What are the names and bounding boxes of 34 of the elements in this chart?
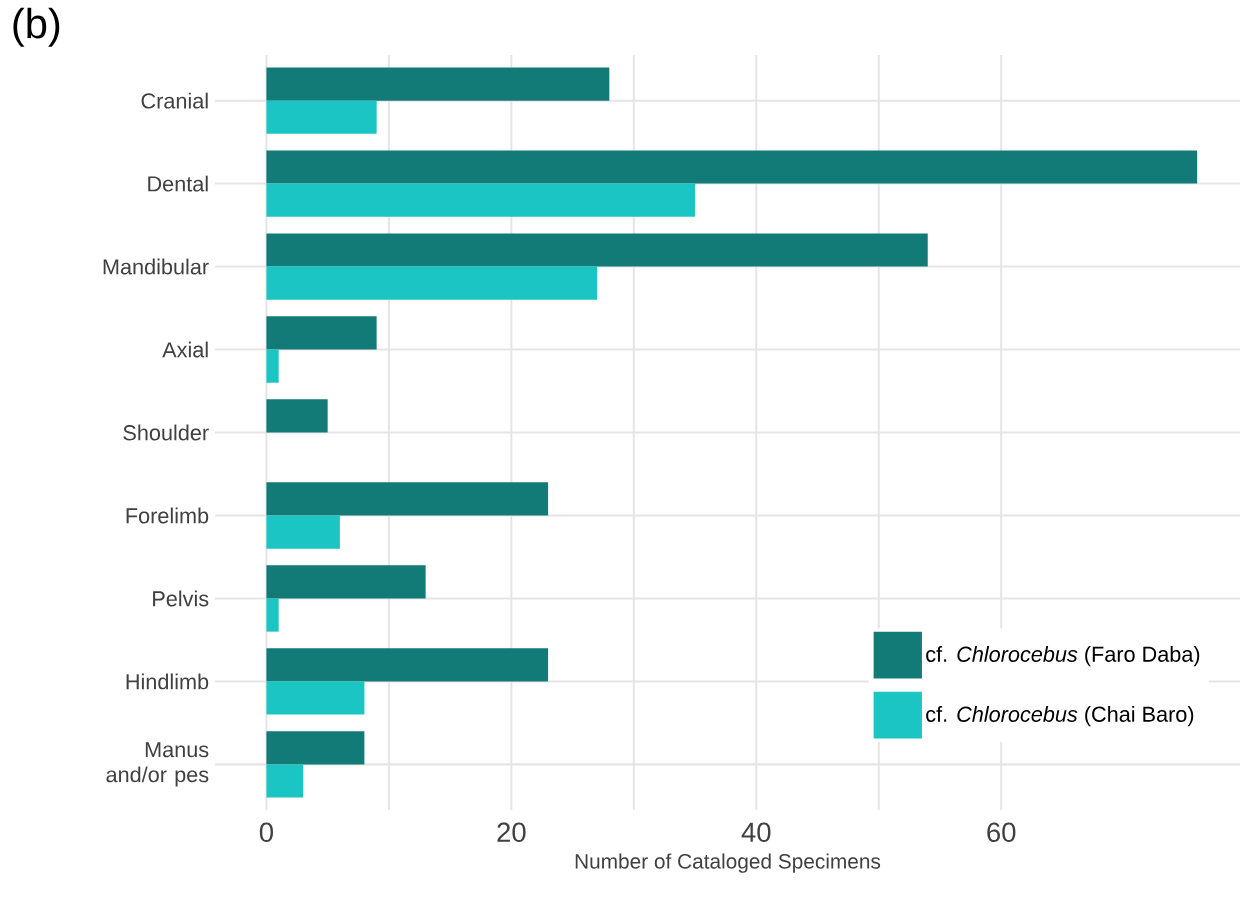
y-tick-label: Shoulder xyxy=(123,424,209,441)
bar xyxy=(266,349,279,383)
y-tick-label: Pelvis xyxy=(153,590,209,607)
y-tick-label: Axial xyxy=(162,341,208,358)
bar xyxy=(266,731,365,765)
y-tick-label: Forelimb xyxy=(126,507,209,524)
y-tick-label: Dental xyxy=(148,175,208,192)
text: (b) xyxy=(13,7,60,47)
legend-label: cf. Chlorocebus (Chai Baro) xyxy=(926,705,1194,727)
bar xyxy=(266,598,279,632)
x-axis-title: Number of Cataloged Specimens xyxy=(575,853,881,873)
bar xyxy=(266,565,426,599)
bar xyxy=(266,183,696,217)
bar xyxy=(266,515,340,549)
y-tick-label: Mandibular xyxy=(103,258,209,275)
bar xyxy=(266,681,365,715)
bar xyxy=(266,67,610,101)
bar xyxy=(266,482,549,516)
bar xyxy=(266,150,1198,184)
y-tick-label: Manus and/or pes xyxy=(106,742,209,787)
x-tick-label: 40 xyxy=(741,822,771,843)
legend-label: cf. Chlorocebus (Faro Daba) xyxy=(926,645,1200,667)
x-tick-label: 60 xyxy=(987,822,1016,843)
bar xyxy=(266,648,549,682)
y-tick-label: Hindlimb xyxy=(126,673,209,690)
y-tick-label: Cranial xyxy=(141,92,208,109)
bar xyxy=(266,764,304,798)
bar xyxy=(266,233,928,267)
x-tick-label: 0 xyxy=(259,822,274,843)
bar xyxy=(266,100,377,134)
bar xyxy=(266,266,598,300)
x-tick-label: 20 xyxy=(497,822,526,843)
bar xyxy=(266,399,328,433)
bar xyxy=(266,316,377,350)
